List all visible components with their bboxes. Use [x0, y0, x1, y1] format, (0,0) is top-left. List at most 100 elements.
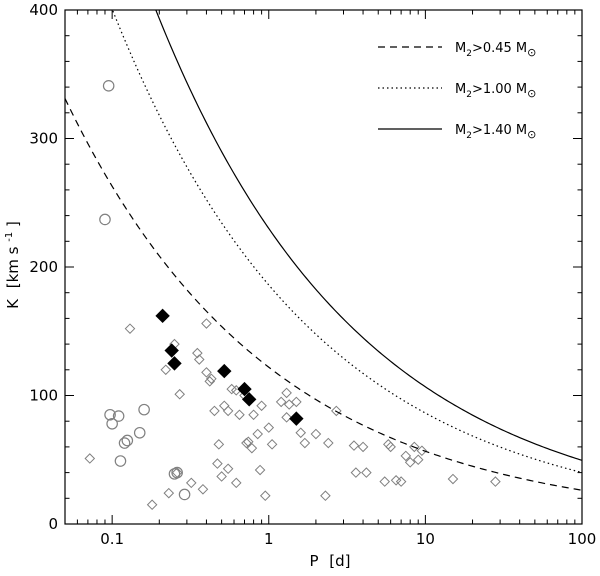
data-point-diamond	[201, 318, 212, 329]
data-point-diamond	[281, 412, 292, 423]
x-tick-label: 0.1	[100, 530, 124, 548]
data-point-diamond	[263, 422, 275, 433]
curve-dotted	[111, 10, 582, 474]
legend-label-value: >1.00 M	[472, 82, 527, 97]
data-point-circle	[104, 408, 116, 421]
data-point-diamond	[275, 396, 287, 408]
data-point-diamond	[230, 477, 242, 489]
legend: M2>0.45 M⊙M2>1.00 M⊙M2>1.40 M⊙	[378, 41, 536, 141]
data-point-filled-diamond	[217, 363, 232, 379]
y-tick-label: 200	[29, 258, 58, 276]
data-point-diamond	[385, 441, 396, 453]
data-point-diamond	[192, 347, 203, 359]
x-axis-label-unit: [d]	[329, 552, 350, 570]
data-point-circle	[121, 434, 134, 447]
data-point-circle	[118, 437, 131, 449]
data-point-diamond	[216, 471, 227, 482]
data-point-diamond	[209, 405, 220, 417]
data-point-diamond	[416, 445, 428, 457]
data-point-diamond	[174, 388, 186, 400]
data-point-diamond	[490, 476, 501, 487]
data-point-diamond	[310, 428, 322, 440]
curve-solid	[155, 10, 582, 461]
data-point-diamond	[266, 439, 278, 450]
data-point-diamond	[193, 354, 205, 365]
data-point-diamond	[404, 457, 416, 468]
data-point-diamond	[348, 440, 360, 451]
data-point-diamond	[256, 400, 267, 412]
x-axis-label-name: P	[309, 552, 318, 570]
data-point-diamond	[447, 473, 459, 485]
y-tick-label: 300	[29, 130, 58, 148]
data-point-diamond	[400, 450, 412, 462]
data-point-diamond	[146, 499, 158, 511]
data-point-diamond	[248, 409, 259, 421]
x-tick-label: 1	[264, 530, 274, 548]
legend-label: M2>1.40 M⊙	[455, 123, 536, 141]
data-point-diamond	[361, 467, 372, 478]
data-point-diamond	[206, 373, 217, 385]
legend-label-value: >0.45 M	[472, 41, 527, 56]
legend-label-sun-symbol: ⊙	[527, 87, 536, 100]
y-axis-label-unit-close: ]	[4, 221, 22, 227]
data-point-diamond	[171, 467, 183, 478]
data-point-diamond	[201, 367, 212, 378]
data-point-filled-diamond	[164, 343, 179, 358]
data-point-diamond	[350, 467, 362, 478]
data-point-diamond	[218, 400, 230, 412]
data-point-diamond	[281, 387, 292, 399]
data-point-diamond	[320, 490, 331, 502]
y-tick-label: 100	[29, 387, 58, 405]
data-point-diamond	[234, 409, 245, 421]
data-point-diamond	[212, 458, 223, 469]
legend-label: M2>1.00 M⊙	[455, 82, 536, 100]
legend-label-sub: 2	[466, 90, 472, 100]
data-point-circle	[178, 488, 191, 501]
y-tick-label: 0	[48, 515, 58, 533]
legend-label: M2>0.45 M⊙	[455, 41, 536, 59]
legend-label-sub: 2	[466, 49, 472, 59]
y-axis-label-name: K	[4, 298, 22, 309]
data-point-diamond	[204, 376, 216, 387]
data-point-diamond	[124, 323, 136, 334]
data-point-diamond	[254, 464, 266, 476]
legend-label-value: >1.40 M	[472, 123, 527, 138]
data-point-diamond	[323, 437, 334, 449]
y-axis-label-unit-sup: -1	[4, 232, 15, 242]
data-point-diamond	[213, 439, 225, 450]
data-point-diamond	[163, 487, 175, 499]
data-point-diamond	[395, 476, 407, 487]
data-point-diamond	[331, 405, 342, 417]
data-point-filled-diamond	[167, 356, 182, 371]
data-point-circle	[114, 455, 127, 467]
data-point-circle	[112, 410, 125, 422]
legend-label-mass: M	[455, 123, 466, 138]
data-point-diamond	[291, 396, 302, 408]
y-tick-label: 400	[29, 1, 58, 19]
axis-ticks: 0.1 1 10 100 0 100 200 300 400	[29, 1, 596, 548]
legend-label-mass: M	[455, 41, 466, 56]
data-point-circle	[168, 468, 181, 480]
curves	[65, 10, 582, 491]
data-point-diamond	[160, 364, 172, 376]
legend-label-sub: 2	[466, 131, 472, 141]
data-point-diamond	[295, 427, 307, 439]
legend-label-sun-symbol: ⊙	[527, 46, 536, 59]
plot-marks	[84, 80, 501, 511]
data-point-diamond	[242, 436, 254, 448]
data-point-circle	[138, 403, 150, 416]
data-point-circle	[133, 426, 146, 439]
data-point-diamond	[409, 441, 420, 453]
x-tick-label: 10	[416, 530, 435, 548]
data-point-diamond	[226, 383, 238, 395]
data-point-diamond	[357, 441, 369, 453]
data-point-diamond	[412, 454, 424, 466]
x-axis-label: P [d]	[309, 552, 350, 570]
data-point-diamond	[390, 475, 402, 486]
data-point-circle	[99, 213, 111, 226]
data-point-diamond	[246, 442, 258, 454]
y-axis-label: K [km s -1 ]	[0, 221, 22, 309]
data-point-diamond	[197, 483, 209, 495]
y-axis-label-unit: [km s	[4, 246, 22, 288]
data-point-filled-diamond	[241, 392, 257, 407]
